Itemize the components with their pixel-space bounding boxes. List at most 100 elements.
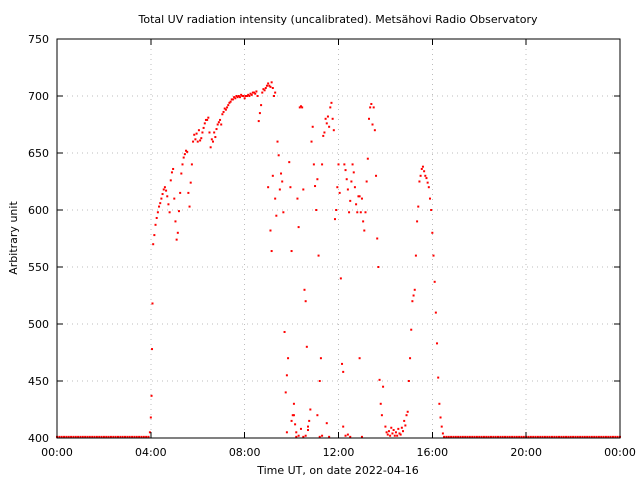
data-point [609, 435, 612, 438]
data-point [574, 435, 577, 438]
data-point [233, 96, 236, 99]
data-point [326, 115, 329, 118]
data-point [392, 429, 395, 432]
data-point [368, 117, 370, 120]
axes-layer [56, 38, 621, 439]
y-tick-label: 400 [28, 432, 49, 445]
data-point [183, 153, 186, 156]
data-point [254, 92, 257, 95]
data-point [562, 435, 565, 438]
data-point [202, 126, 205, 129]
data-point [274, 91, 277, 94]
data-point [237, 95, 240, 97]
data-point [366, 157, 369, 160]
data-point [217, 121, 220, 124]
data-point [436, 342, 439, 345]
ticks-layer: 00:00 04:00 08:00 12:00 16:00 20:00 00:0040045… [28, 33, 636, 459]
data-point [126, 435, 129, 438]
data-point [297, 226, 300, 229]
data-point [393, 434, 396, 437]
data-point [419, 174, 422, 177]
data-point [450, 435, 453, 438]
data-point [165, 189, 168, 192]
data-point [227, 104, 230, 107]
data-point [290, 419, 293, 422]
data-point [343, 163, 346, 166]
data-point [520, 435, 523, 438]
data-point [373, 129, 376, 132]
data-point [151, 302, 154, 305]
data-point [192, 140, 195, 143]
data-point [214, 136, 217, 139]
data-point [358, 195, 361, 198]
data-point [397, 427, 400, 430]
data-point [154, 223, 157, 226]
data-point [569, 435, 572, 438]
data-point [497, 435, 500, 438]
data-point [242, 95, 245, 97]
data-point [295, 431, 298, 434]
data-point [416, 220, 419, 223]
data-point [583, 435, 586, 438]
data-point [269, 229, 272, 232]
data-point [308, 419, 311, 422]
data-point [321, 434, 324, 437]
data-point [238, 96, 241, 99]
data-point [407, 380, 410, 382]
data-point [394, 431, 397, 434]
data-point [172, 167, 175, 170]
data-point [84, 435, 87, 438]
data-point [402, 430, 405, 433]
data-point [212, 140, 214, 143]
data-point [67, 435, 70, 438]
data-point [112, 435, 115, 438]
data-point [518, 435, 521, 438]
data-point [81, 435, 84, 438]
data-point [166, 195, 169, 198]
data-point [224, 108, 227, 111]
data-point [353, 186, 356, 189]
data-point [328, 435, 331, 438]
data-point [209, 146, 212, 149]
x-tick-label: 08:00 [229, 446, 261, 459]
data-point [255, 90, 258, 93]
x-tick-label: 04:00 [135, 446, 167, 459]
data-point [74, 435, 77, 438]
data-point [597, 435, 600, 438]
data-point [410, 328, 413, 331]
data-point [294, 423, 297, 426]
data-point [478, 435, 481, 438]
data-point [364, 211, 367, 214]
data-point [140, 435, 143, 438]
data-point [267, 186, 270, 189]
data-point [358, 357, 361, 360]
data-point [240, 93, 243, 96]
data-point [345, 178, 348, 181]
data-point [379, 402, 382, 405]
data-point [404, 424, 407, 427]
data-point [344, 169, 347, 172]
data-point [325, 122, 328, 125]
data-point [454, 435, 457, 438]
data-point [341, 362, 344, 365]
data-point [163, 186, 166, 189]
data-point [527, 435, 530, 438]
data-point [177, 210, 180, 213]
data-point [438, 402, 441, 405]
data-point [156, 211, 159, 214]
data-point [170, 171, 173, 174]
data-point [414, 254, 417, 257]
data-point [543, 435, 546, 438]
data-point [355, 203, 358, 206]
data-point [428, 197, 431, 200]
data-point [107, 435, 110, 438]
data-point [522, 435, 525, 438]
data-point [565, 435, 568, 438]
data-point [440, 425, 443, 428]
data-point [441, 432, 444, 435]
data-point [148, 431, 151, 434]
data-point [121, 435, 124, 438]
data-point [534, 435, 537, 438]
data-point [328, 125, 331, 128]
data-point [196, 140, 199, 143]
